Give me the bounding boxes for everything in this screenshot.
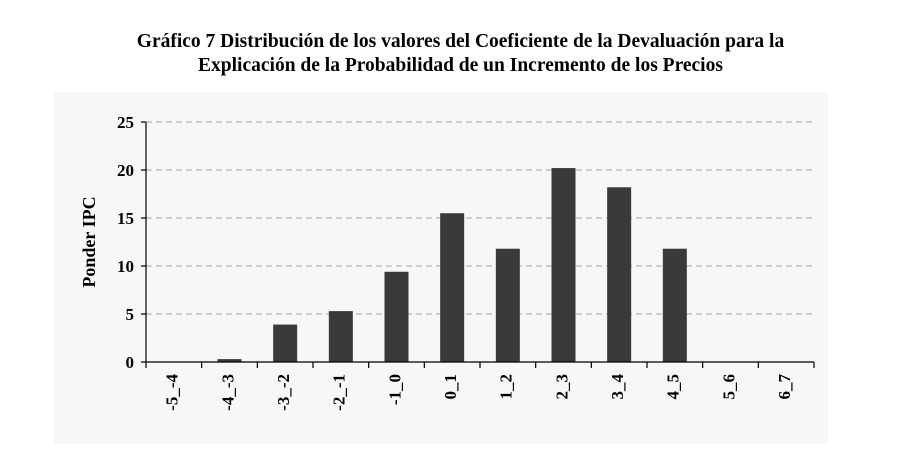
axes	[145, 122, 814, 363]
x-tick-label-3_4: 3_4	[608, 374, 627, 400]
chart-title-line-1: Gráfico 7 Distribución de los valores de…	[136, 31, 785, 52]
x-tick-label--2_-1: -2_-1	[330, 374, 349, 411]
bar--1_0	[384, 271, 409, 362]
y-tick-label-0: 0	[126, 353, 135, 372]
bar-4_5	[662, 248, 687, 362]
x-tick-label-6_7: 6_7	[775, 374, 794, 400]
x-tick-label-0_1: 0_1	[441, 374, 460, 400]
gridlines	[146, 121, 814, 315]
y-tick-label-3: 15	[117, 209, 134, 228]
x-tick-label--5_-4: -5_-4	[163, 374, 182, 411]
x-tick-label-4_5: 4_5	[664, 374, 683, 400]
x-tick-label--1_0: -1_0	[385, 374, 404, 405]
x-tick-label-1_2: 1_2	[497, 374, 516, 400]
x-tick-label-5_6: 5_6	[719, 374, 738, 400]
bar-1_2	[495, 248, 520, 362]
bar--3_-2	[273, 324, 298, 362]
x-tick-label--4_-3: -4_-3	[218, 374, 237, 411]
x-axis-ticks: -5_-4 -4_-3 -3_-2 -2_-1 -1_0 0_1 1_2 2_3 3_4 4_5 5…	[145, 362, 815, 411]
y-axis-label: Ponder IPC	[79, 196, 99, 287]
x-tick-label--3_-2: -3_-2	[274, 374, 293, 411]
y-tick-label-2: 10	[117, 257, 134, 276]
y-tick-label-1: 5	[126, 305, 135, 324]
chart-title: Gráfico 7 Distribución de los valores de…	[0, 30, 921, 78]
chart-title-line-2: Explicación de la Probabilidad de un Inc…	[198, 55, 723, 76]
bar-0_1	[440, 213, 465, 362]
bar-2_3	[551, 168, 576, 362]
bar-3_4	[607, 187, 632, 362]
bar--2_-1	[328, 311, 353, 362]
y-axis-ticks: 0 5 10 15 20 25	[117, 113, 146, 372]
x-tick-label-2_3: 2_3	[552, 374, 571, 400]
bar--4_-3	[217, 359, 242, 362]
y-tick-label-4: 20	[117, 161, 134, 180]
bars	[217, 168, 687, 362]
y-tick-label-5: 25	[117, 113, 134, 132]
